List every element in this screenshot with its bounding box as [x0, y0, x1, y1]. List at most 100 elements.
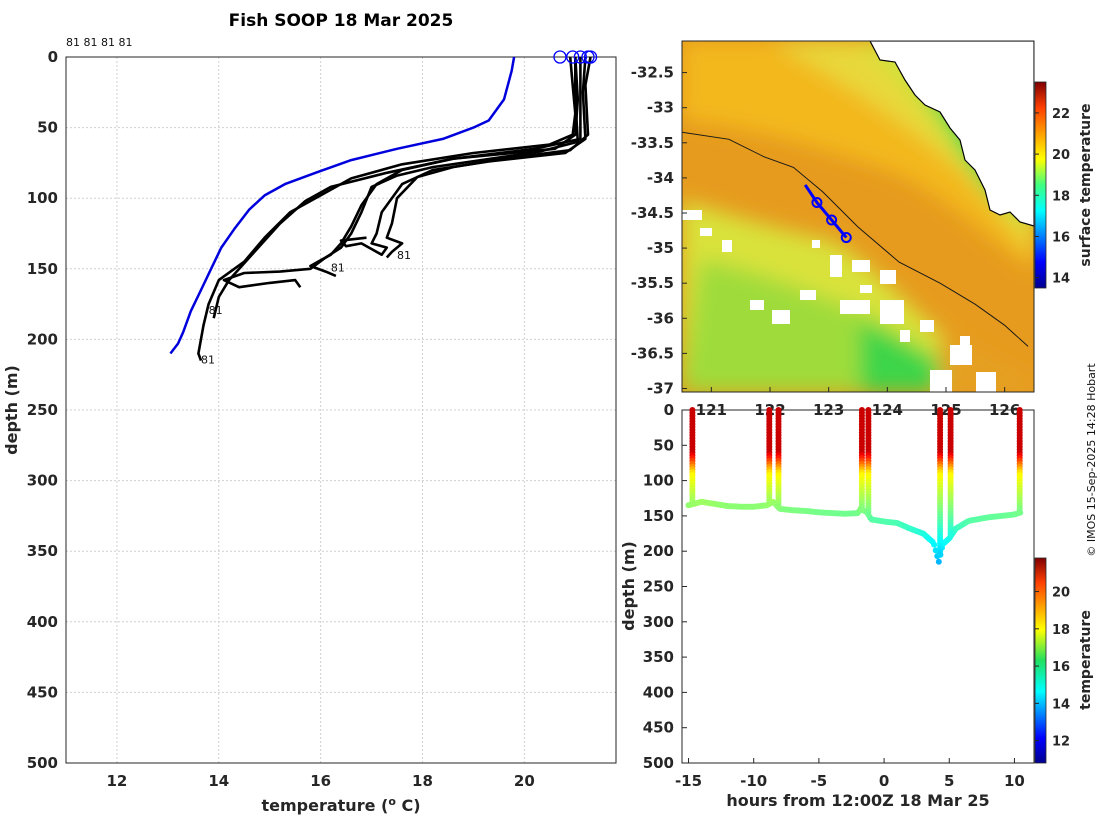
imos-credit: © IMOS 15-Sep-2025 14:28 Hobart	[1085, 363, 1098, 557]
map-y-tick: -35.5	[631, 274, 674, 292]
profile-x-tick: 20	[514, 772, 535, 790]
temperature-colorbar-tick: 20	[1052, 586, 1070, 601]
hovmoller-cast-sample	[775, 503, 782, 509]
map-y-tick: -32.5	[631, 64, 674, 82]
profile-axes-frame	[65, 56, 617, 764]
hovmoller-x-tick: -5	[811, 772, 828, 790]
hovmoller-cast-sample	[689, 500, 696, 507]
ship-track-marker	[811, 196, 823, 208]
hovmoller-x-tick-labels: -15 -10 -5 0 5 10	[675, 772, 1025, 790]
ship-track-marker	[826, 214, 838, 226]
profile-annotations: 81 81 81 81	[201, 249, 411, 366]
profile-x-tick: 16	[310, 772, 331, 790]
temperature-colorbar-tick: 14	[1052, 697, 1070, 712]
map-y-tick: -34	[647, 169, 674, 187]
profile-surface-marker	[573, 50, 588, 64]
chart-title: Fish SOOP 18 Mar 2025	[229, 11, 454, 31]
hovmoller-y-axis-label: depth (m)	[619, 541, 638, 631]
profile-x-tick: 14	[208, 772, 229, 790]
hovmoller-y-tick: 450	[643, 719, 674, 737]
temperature-colorbar-tick: 16	[1052, 660, 1070, 675]
profile-annotation: 81	[397, 249, 411, 262]
surface-colorbar-tick: 16	[1052, 231, 1070, 246]
hovmoller-y-tick-labels: 0 50 100 150 200 250 300 350 400 450 500	[643, 401, 674, 772]
profile-y-tick: 300	[27, 472, 58, 490]
profile-series-profile-6	[385, 56, 592, 259]
temperature-colorbar-ticks: 12 14 16 18 20	[1035, 586, 1070, 750]
profile-x-tick-labels: 12 14 16 18 20	[106, 772, 534, 790]
surface-colorbar-label: surface temperature	[1078, 103, 1094, 266]
profile-series	[169, 56, 592, 362]
hovmoller-x-tick: -15	[675, 772, 702, 790]
map-y-tick: -36	[647, 309, 674, 327]
hovmoller-x-tick: 5	[944, 772, 954, 790]
hovmoller-cast-sample	[1016, 508, 1023, 515]
profile-y-tick: 500	[27, 754, 58, 772]
map-y-tick: -37	[647, 379, 674, 397]
surface-temperature-colorbar	[1034, 81, 1047, 289]
hovmoller-axes-frame	[681, 409, 1035, 764]
temperature-colorbar-tick: 18	[1052, 623, 1070, 638]
hovmoller-cast-sample	[858, 505, 865, 512]
hovmoller-x-tick: -10	[740, 772, 767, 790]
hovmoller-y-tick: 400	[643, 683, 674, 701]
profile-y-tick: 100	[27, 189, 58, 207]
profile-series-climatology	[169, 56, 516, 355]
profile-series-profile-4	[309, 57, 582, 278]
profile-y-tick-labels: 0 50 100 150 200 250 300 350 400 450 500	[27, 48, 58, 772]
profile-y-tick: 50	[37, 119, 58, 137]
profile-surface-marker	[553, 50, 567, 64]
hovmoller-y-tick: 100	[643, 472, 674, 490]
surface-colorbar-tick: 20	[1052, 148, 1070, 163]
ship-track-markers	[811, 196, 852, 244]
map-y-tick: -36.5	[631, 344, 674, 362]
hovmoller-y-tick: 250	[643, 578, 674, 596]
hovmoller-bottom-sample	[935, 558, 942, 565]
ship-track-marker	[840, 232, 852, 244]
profile-series-profile-2	[212, 56, 580, 319]
hovmoller-x-tick: 10	[1004, 772, 1025, 790]
profile-y-tick: 200	[27, 330, 58, 348]
surface-colorbar-ticks: 14 16 18 20 22	[1035, 107, 1070, 287]
map-axes-frame	[681, 40, 1035, 393]
surface-colorbar-tick: 18	[1052, 189, 1070, 204]
profile-surface-marker	[583, 50, 598, 64]
hovmoller-y-tick: 50	[653, 436, 674, 454]
map-y-tick: -34.5	[631, 204, 674, 222]
map-y-tick: -33.5	[631, 134, 674, 152]
profile-x-axis-label: temperature (o C)	[261, 795, 420, 815]
top-station-labels: 81 81 81 81	[66, 36, 132, 49]
hovmoller-y-tick: 0	[664, 401, 674, 419]
profile-annotation: 81	[209, 304, 223, 317]
hovmoller-y-tick: 500	[643, 754, 674, 772]
hovmoller-cast-sample	[947, 531, 954, 538]
hovmoller-y-tick: 300	[643, 613, 674, 631]
profile-y-tick: 250	[27, 401, 58, 419]
profile-x-tick: 18	[412, 772, 433, 790]
profile-x-tick: 12	[106, 772, 127, 790]
profile-y-axis-label: depth (m)	[2, 365, 21, 455]
profile-annotation: 81	[331, 262, 345, 275]
hovmoller-casts	[685, 407, 1024, 565]
coastline-land	[869, 41, 1034, 227]
hovmoller-grid	[682, 409, 1015, 764]
temperature-colorbar-label: temperature	[1078, 610, 1094, 710]
profile-series-profile-3	[222, 57, 580, 289]
temperature-colorbar	[1034, 557, 1047, 764]
hovmoller-cast-sample	[937, 551, 944, 557]
profile-y-tick: 400	[27, 613, 58, 631]
temperature-colorbar-tick: 12	[1052, 735, 1070, 750]
profile-surface-marker	[566, 50, 580, 64]
hovmoller-x-axis-label: hours from 12:00Z 18 Mar 25	[726, 791, 989, 810]
surface-colorbar-tick: 14	[1052, 272, 1070, 287]
cloud-gaps	[682, 210, 996, 392]
hovmoller-bottom-sample	[931, 541, 938, 548]
profile-annotation: 81	[201, 353, 215, 366]
profile-y-tick: 0	[48, 48, 58, 66]
hovmoller-cast-sample	[766, 500, 773, 507]
map-y-tick-labels: -32.5 -33 -33.5 -34 -34.5 -35 -35.5 -36 -36.5 -37	[631, 64, 687, 397]
map-y-tick: -35	[647, 239, 674, 257]
profile-surface-markers	[553, 50, 598, 64]
hovmoller-y-tick: 150	[643, 507, 674, 525]
